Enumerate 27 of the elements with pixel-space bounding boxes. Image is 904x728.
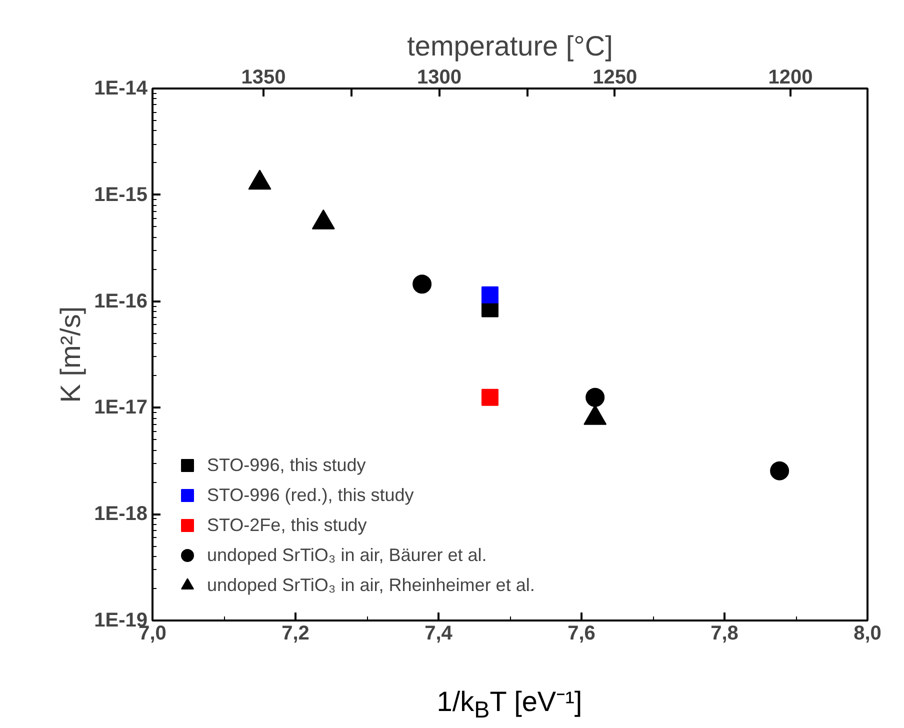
legend-label: STO-996, this study <box>207 454 366 476</box>
point <box>412 274 432 294</box>
y-tick-label: 1E-15 <box>94 184 148 206</box>
x2-axis-title: temperature [°C] <box>407 30 613 62</box>
x-axis-title: 1/k$_{B}$T [eV⁻¹] <box>436 685 582 725</box>
y-tick-label: 1E-16 <box>94 290 148 312</box>
point <box>770 461 790 480</box>
x2-tick-label: 1350 <box>241 66 286 88</box>
x-tick-label: 7,8 <box>710 622 738 644</box>
legend-label: STO-996 (red.), this study <box>207 484 414 506</box>
x2-tick-label: 1200 <box>768 66 813 88</box>
point <box>481 286 498 304</box>
x-tick-label: 8,0 <box>854 622 882 644</box>
point <box>586 388 605 407</box>
y-axis-title: K [m²/s] <box>55 306 86 403</box>
x2-tick-label: 1300 <box>416 66 462 88</box>
x2-tick-label: 1250 <box>592 66 638 88</box>
y-tick-label: 1E-14 <box>94 78 148 100</box>
y-tick-label: 1E-17 <box>94 396 148 419</box>
x-tick-label: 7,2 <box>282 622 310 644</box>
x-tick-label: 7,4 <box>424 622 454 644</box>
x-tick-label: 7,6 <box>568 622 596 644</box>
legend-label: undoped SrTiO₃ in air, Bäurer et al. <box>207 544 487 566</box>
point <box>481 388 498 406</box>
legend-label: undoped SrTiO₃ in air, Rheinheimer et al. <box>207 574 535 596</box>
y-tick-label: 1E-18 <box>94 503 148 526</box>
legend-label: STO-2Fe, this study <box>207 514 367 536</box>
